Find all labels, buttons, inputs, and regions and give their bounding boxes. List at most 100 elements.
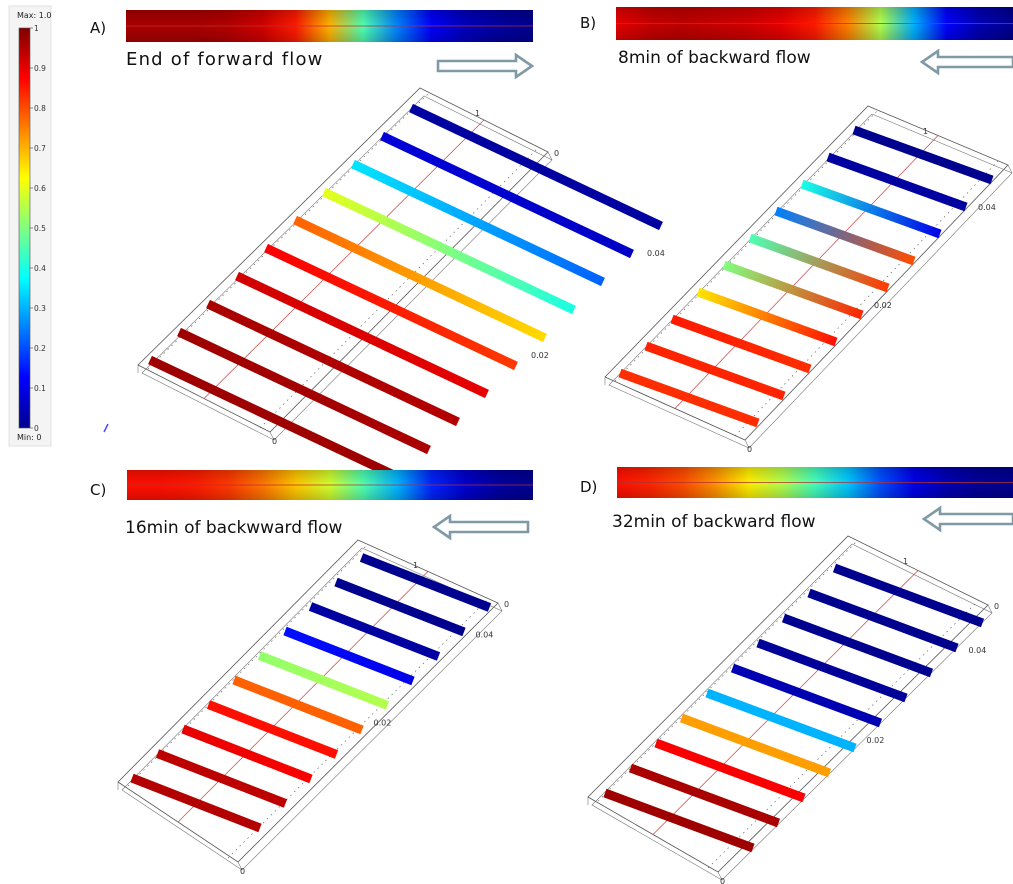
concentration-stripe [181, 724, 313, 784]
channel-colorbar [617, 467, 1013, 498]
flow-direction-arrow [431, 513, 530, 541]
colorbar-tick-label: 0.2 [34, 344, 46, 353]
channel-edge [1007, 164, 1013, 174]
stray-mark [103, 423, 109, 433]
colorbar-tick-label: 0.8 [34, 104, 46, 113]
axis-tick-label-start: 0 [747, 445, 752, 454]
axis-tick-label-end: 0.04 [476, 631, 494, 640]
axis-tick-label-end: 0.04 [978, 203, 996, 212]
concentration-stripe [800, 179, 942, 239]
flow-direction-arrow [436, 52, 535, 80]
axis-tick-label-end: 0.04 [647, 249, 665, 258]
concentration-stripe [177, 327, 431, 455]
colorbar-tick-label: 0.7 [34, 144, 46, 153]
concentration-stripe [730, 663, 883, 728]
flow-direction-arrow [919, 48, 1013, 76]
axis-tick-label-top: 1 [475, 109, 480, 118]
colorbar-max-label: Max: 1.0 [17, 11, 52, 20]
axis-tick-label-mid: 0.02 [874, 301, 892, 310]
channel-floor-outline [587, 535, 989, 873]
axis-tick-label-top: 1 [903, 557, 908, 566]
channel-edge [269, 431, 275, 441]
concentration-stripe [603, 788, 755, 853]
concentration-stripe [826, 152, 968, 212]
axis-tick-label-end: 0.04 [969, 646, 987, 655]
channel-colorbar [126, 10, 533, 42]
concentration-stripe [257, 651, 390, 710]
channel-grid-dotted [597, 539, 859, 802]
axis-tick-label-start: 0 [272, 437, 277, 446]
axis-tick-label-mid: 0.02 [867, 736, 885, 745]
channel-edge [547, 151, 553, 161]
concentration-stripe [206, 299, 460, 427]
concentration-stripe [130, 773, 262, 833]
channel-colorbar [127, 470, 533, 500]
channel-3d-view: 0 0.02 0.04 1 0 [587, 535, 999, 884]
axis-tick-label-mid: 0.02 [531, 351, 549, 360]
axis-tick-label-side: 0 [554, 149, 559, 158]
concentration-stripe [293, 215, 547, 343]
colorbar-tick-label: 1 [34, 24, 39, 33]
colorbar-legend: Max: 1.0 1 0.9 0.8 0.7 0.6 0.5 0.4 0.3 0.2 0.1 0 M… [8, 5, 52, 447]
concentration-stripe [409, 103, 663, 231]
channel-wall-outline [591, 543, 993, 881]
concentration-stripe [380, 131, 634, 259]
panel-c: C) 16min of backwward flow 0 0.02 0.04 1 0 [90, 470, 533, 876]
channel-edge [237, 861, 243, 871]
axis-tick-label-mid: 0.02 [374, 719, 392, 728]
colorbar-tick-label: 0.5 [34, 224, 46, 233]
colorbar-gradient [18, 27, 31, 429]
panel-caption: 16min of backwward flow [125, 518, 343, 538]
concentration-stripe [359, 553, 492, 612]
channel-edge [987, 604, 993, 614]
panel-caption: 8min of backward flow [618, 48, 811, 68]
concentration-stripe [807, 588, 959, 653]
concentration-stripe [235, 271, 489, 399]
concentration-stripe [756, 638, 908, 703]
panel-caption: End of forward flow [126, 49, 324, 70]
channel-grid-dotted [147, 91, 431, 370]
panel-letter: A) [90, 19, 106, 37]
panel-letter: B) [580, 14, 596, 32]
concentration-stripe [351, 159, 605, 287]
channel-edge [497, 602, 503, 612]
concentration-stripe [781, 613, 934, 678]
axis-tick-label-start: 0 [720, 877, 725, 884]
colorbar-tick-label: 0.9 [34, 64, 46, 73]
flow-arrow-outline [431, 513, 530, 541]
colorbar-tick-label: 0.6 [34, 184, 46, 193]
concentration-stripes [618, 125, 994, 428]
colorbar-tick-label: 0.3 [34, 304, 46, 313]
panel-d: D) 32min of backward flow 0 0.02 0.04 1 0 [580, 467, 1013, 884]
colorbar-tick-label: 0.1 [34, 384, 46, 393]
concentration-stripe [283, 626, 415, 686]
concentration-stripe [334, 577, 466, 637]
channel-3d-view: 0 0.02 0.04 1 0 [137, 87, 665, 483]
axis-tick-label-top: 1 [923, 127, 928, 136]
panel-caption: 32min of backward flow [612, 512, 816, 532]
concentration-stripe [308, 602, 441, 661]
concentration-stripe [628, 763, 781, 828]
channel-grid-dotted [227, 598, 489, 859]
flow-arrow-outline [921, 505, 1013, 533]
axis-tick-label-side: 0 [994, 602, 999, 611]
channel-grid-dotted [614, 109, 879, 382]
colorbar-min-label: Min: 0 [17, 433, 42, 442]
concentration-stripe [832, 563, 985, 628]
concentration-stripe [705, 688, 857, 753]
flow-direction-arrow [921, 505, 1013, 533]
concentration-stripe [232, 675, 364, 735]
concentration-stripe [670, 314, 812, 374]
panel-letter: D) [580, 478, 597, 496]
concentration-stripe [774, 206, 916, 266]
channel-edge [717, 871, 723, 881]
colorbar-ticks: 1 0.9 0.8 0.7 0.6 0.5 0.4 0.3 0.2 0.1 0 [30, 24, 46, 433]
axis-tick-label-start: 0 [240, 867, 245, 876]
concentration-stripe [722, 260, 864, 320]
flow-arrow-outline [436, 52, 535, 80]
concentration-stripe [654, 738, 806, 803]
